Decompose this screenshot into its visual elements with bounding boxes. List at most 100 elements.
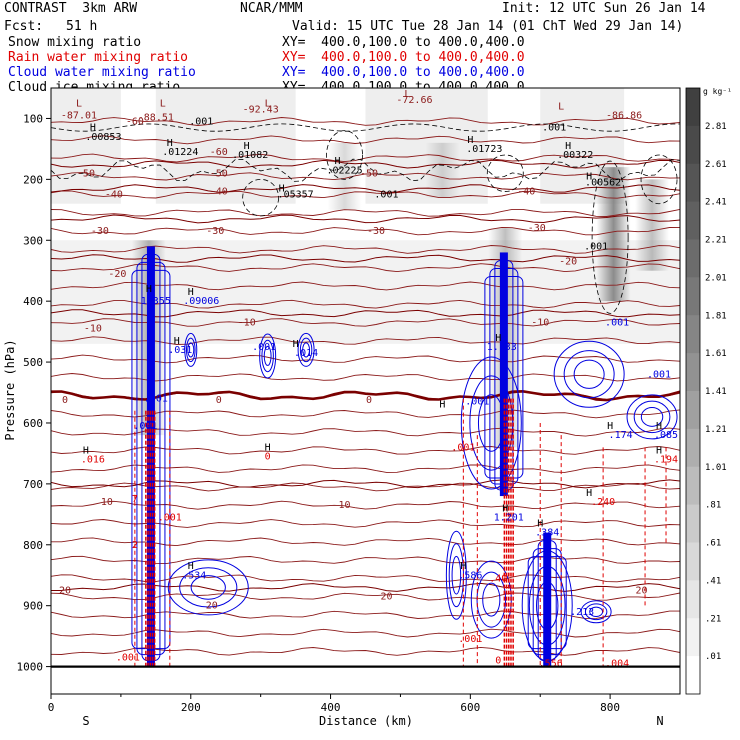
high-mark: H xyxy=(607,421,613,432)
temperature-label: -40 xyxy=(517,187,535,198)
y-tick-label: 400 xyxy=(23,295,43,308)
colorbar-label: .01 xyxy=(705,652,721,662)
cloud-contour xyxy=(553,340,625,408)
high-mark: H xyxy=(656,445,662,456)
temperature-contour xyxy=(51,373,680,382)
temperature-label: 20 xyxy=(59,586,71,597)
temperature-label: 20 xyxy=(380,592,392,603)
temperature-label: -86.86 xyxy=(606,110,642,121)
high-mark: H xyxy=(502,503,508,514)
temperature-label: -60 xyxy=(126,117,144,128)
colorbar-swatch xyxy=(686,466,700,506)
header-fcst-value: 51 h xyxy=(66,19,98,34)
colorbar-frame xyxy=(685,87,701,695)
temperature-contour xyxy=(51,263,680,273)
colorbar-label: .41 xyxy=(705,576,721,586)
ice-max-label: .001 xyxy=(189,117,213,128)
temperature-contour xyxy=(51,646,680,656)
temperature-label: -87.01 xyxy=(61,110,97,121)
temperature-label: -20 xyxy=(559,257,577,268)
cloud-contour xyxy=(633,400,671,434)
isotherm--40 xyxy=(51,184,680,193)
low-mark: L xyxy=(404,89,410,100)
temperature-contour xyxy=(51,354,680,364)
temperature-contour xyxy=(51,208,680,217)
cloud-contour xyxy=(187,342,195,358)
temperature-contour xyxy=(51,500,680,510)
ice-max-label: .05357 xyxy=(278,190,314,201)
header-center: NCAR/MMM xyxy=(240,1,303,16)
high-mark: H xyxy=(495,333,501,344)
colorbar-label: .81 xyxy=(705,501,721,511)
ice-max-label: .02225 xyxy=(326,165,362,176)
y-tick-label: 100 xyxy=(23,112,43,125)
temperature-label: -10 xyxy=(531,318,549,329)
rain-max-label: .016 xyxy=(81,455,105,466)
high-mark: H xyxy=(586,171,592,182)
temperature-label: -30 xyxy=(367,226,385,237)
x-end-label-right: N xyxy=(656,714,663,728)
temperature-label: 20 xyxy=(206,601,218,612)
snow-column-3 xyxy=(635,179,670,271)
cloud-max-label: .085 xyxy=(654,430,678,441)
plot-frame xyxy=(50,87,681,695)
high-mark: H xyxy=(244,141,250,152)
isotherm--50 xyxy=(51,159,680,169)
rain-max-label: 0 xyxy=(495,656,501,667)
ice-max-label: .00853 xyxy=(85,132,121,143)
low-mark: L xyxy=(558,101,564,112)
cloud-max-label: 1.133 xyxy=(487,342,517,353)
rain-max-label: .40 xyxy=(489,573,507,584)
temperature-contour xyxy=(51,135,680,145)
temperature-contour xyxy=(51,519,680,528)
isotherm--10 xyxy=(51,309,680,318)
colorbar-swatch xyxy=(686,125,700,165)
high-mark: H xyxy=(335,156,341,167)
temperature-contour xyxy=(51,245,680,254)
cloud-contour xyxy=(299,337,313,363)
colorbar-units: g kg⁻¹ xyxy=(703,87,732,96)
cloud-contour xyxy=(528,565,566,646)
temperature-contours xyxy=(51,117,680,656)
x-end-label-left: S xyxy=(82,714,89,728)
rain-max-label: 2 xyxy=(132,540,138,551)
colorbar-swatch xyxy=(686,618,700,657)
rain-max-label: .001 xyxy=(458,634,482,645)
legend-rain-xy: XY= 400.0,100.0 to 400.0,400.0 xyxy=(282,50,525,65)
high-mark: H xyxy=(565,141,571,152)
cloud-contour xyxy=(179,567,238,608)
cloud-contour xyxy=(589,606,604,617)
colorbar-label: .21 xyxy=(705,614,721,624)
colorbar: 2.81 2.61 2.41 2.21 2.01 1.81 1.61 1.41 1.21 1.01… xyxy=(685,87,727,695)
high-mark: H xyxy=(537,519,543,530)
cloud-contour xyxy=(445,530,467,620)
ice-max-label: .001 xyxy=(542,123,566,134)
cloud-contour xyxy=(521,550,573,662)
cloud-max-label: .031 xyxy=(168,345,192,356)
colorbar-swatch xyxy=(686,201,700,240)
rain-max-label: .001 xyxy=(158,512,182,523)
colorbar-swatch xyxy=(686,353,700,392)
high-mark: H xyxy=(83,445,89,456)
ice-max-label: .01224 xyxy=(162,147,198,158)
high-mark: H xyxy=(90,123,96,134)
high-mark: H xyxy=(293,339,299,350)
cloud-contour xyxy=(302,342,311,358)
colorbar-label: .61 xyxy=(705,539,721,549)
temperature-contour xyxy=(51,190,680,199)
temperature-contour xyxy=(51,318,680,327)
header-model: CONTRAST 3km ARW xyxy=(4,1,138,16)
low-mark: L xyxy=(265,98,271,109)
temperature-label: 20 xyxy=(636,586,648,597)
colorbar-label: 1.21 xyxy=(705,425,727,435)
cloud-contour xyxy=(263,346,272,366)
ice-max-label: .001 xyxy=(584,241,608,252)
y-tick-label: 300 xyxy=(23,234,43,247)
colorbar-label: 1.01 xyxy=(705,463,727,473)
cloud-contour xyxy=(261,339,274,373)
legend-cloud-label: Cloud water mixing ratio xyxy=(8,65,196,80)
cloud-contour xyxy=(535,581,559,630)
temperature-contour xyxy=(51,574,680,583)
ice-contour-2 xyxy=(486,154,524,192)
cloud-contour xyxy=(482,582,501,617)
